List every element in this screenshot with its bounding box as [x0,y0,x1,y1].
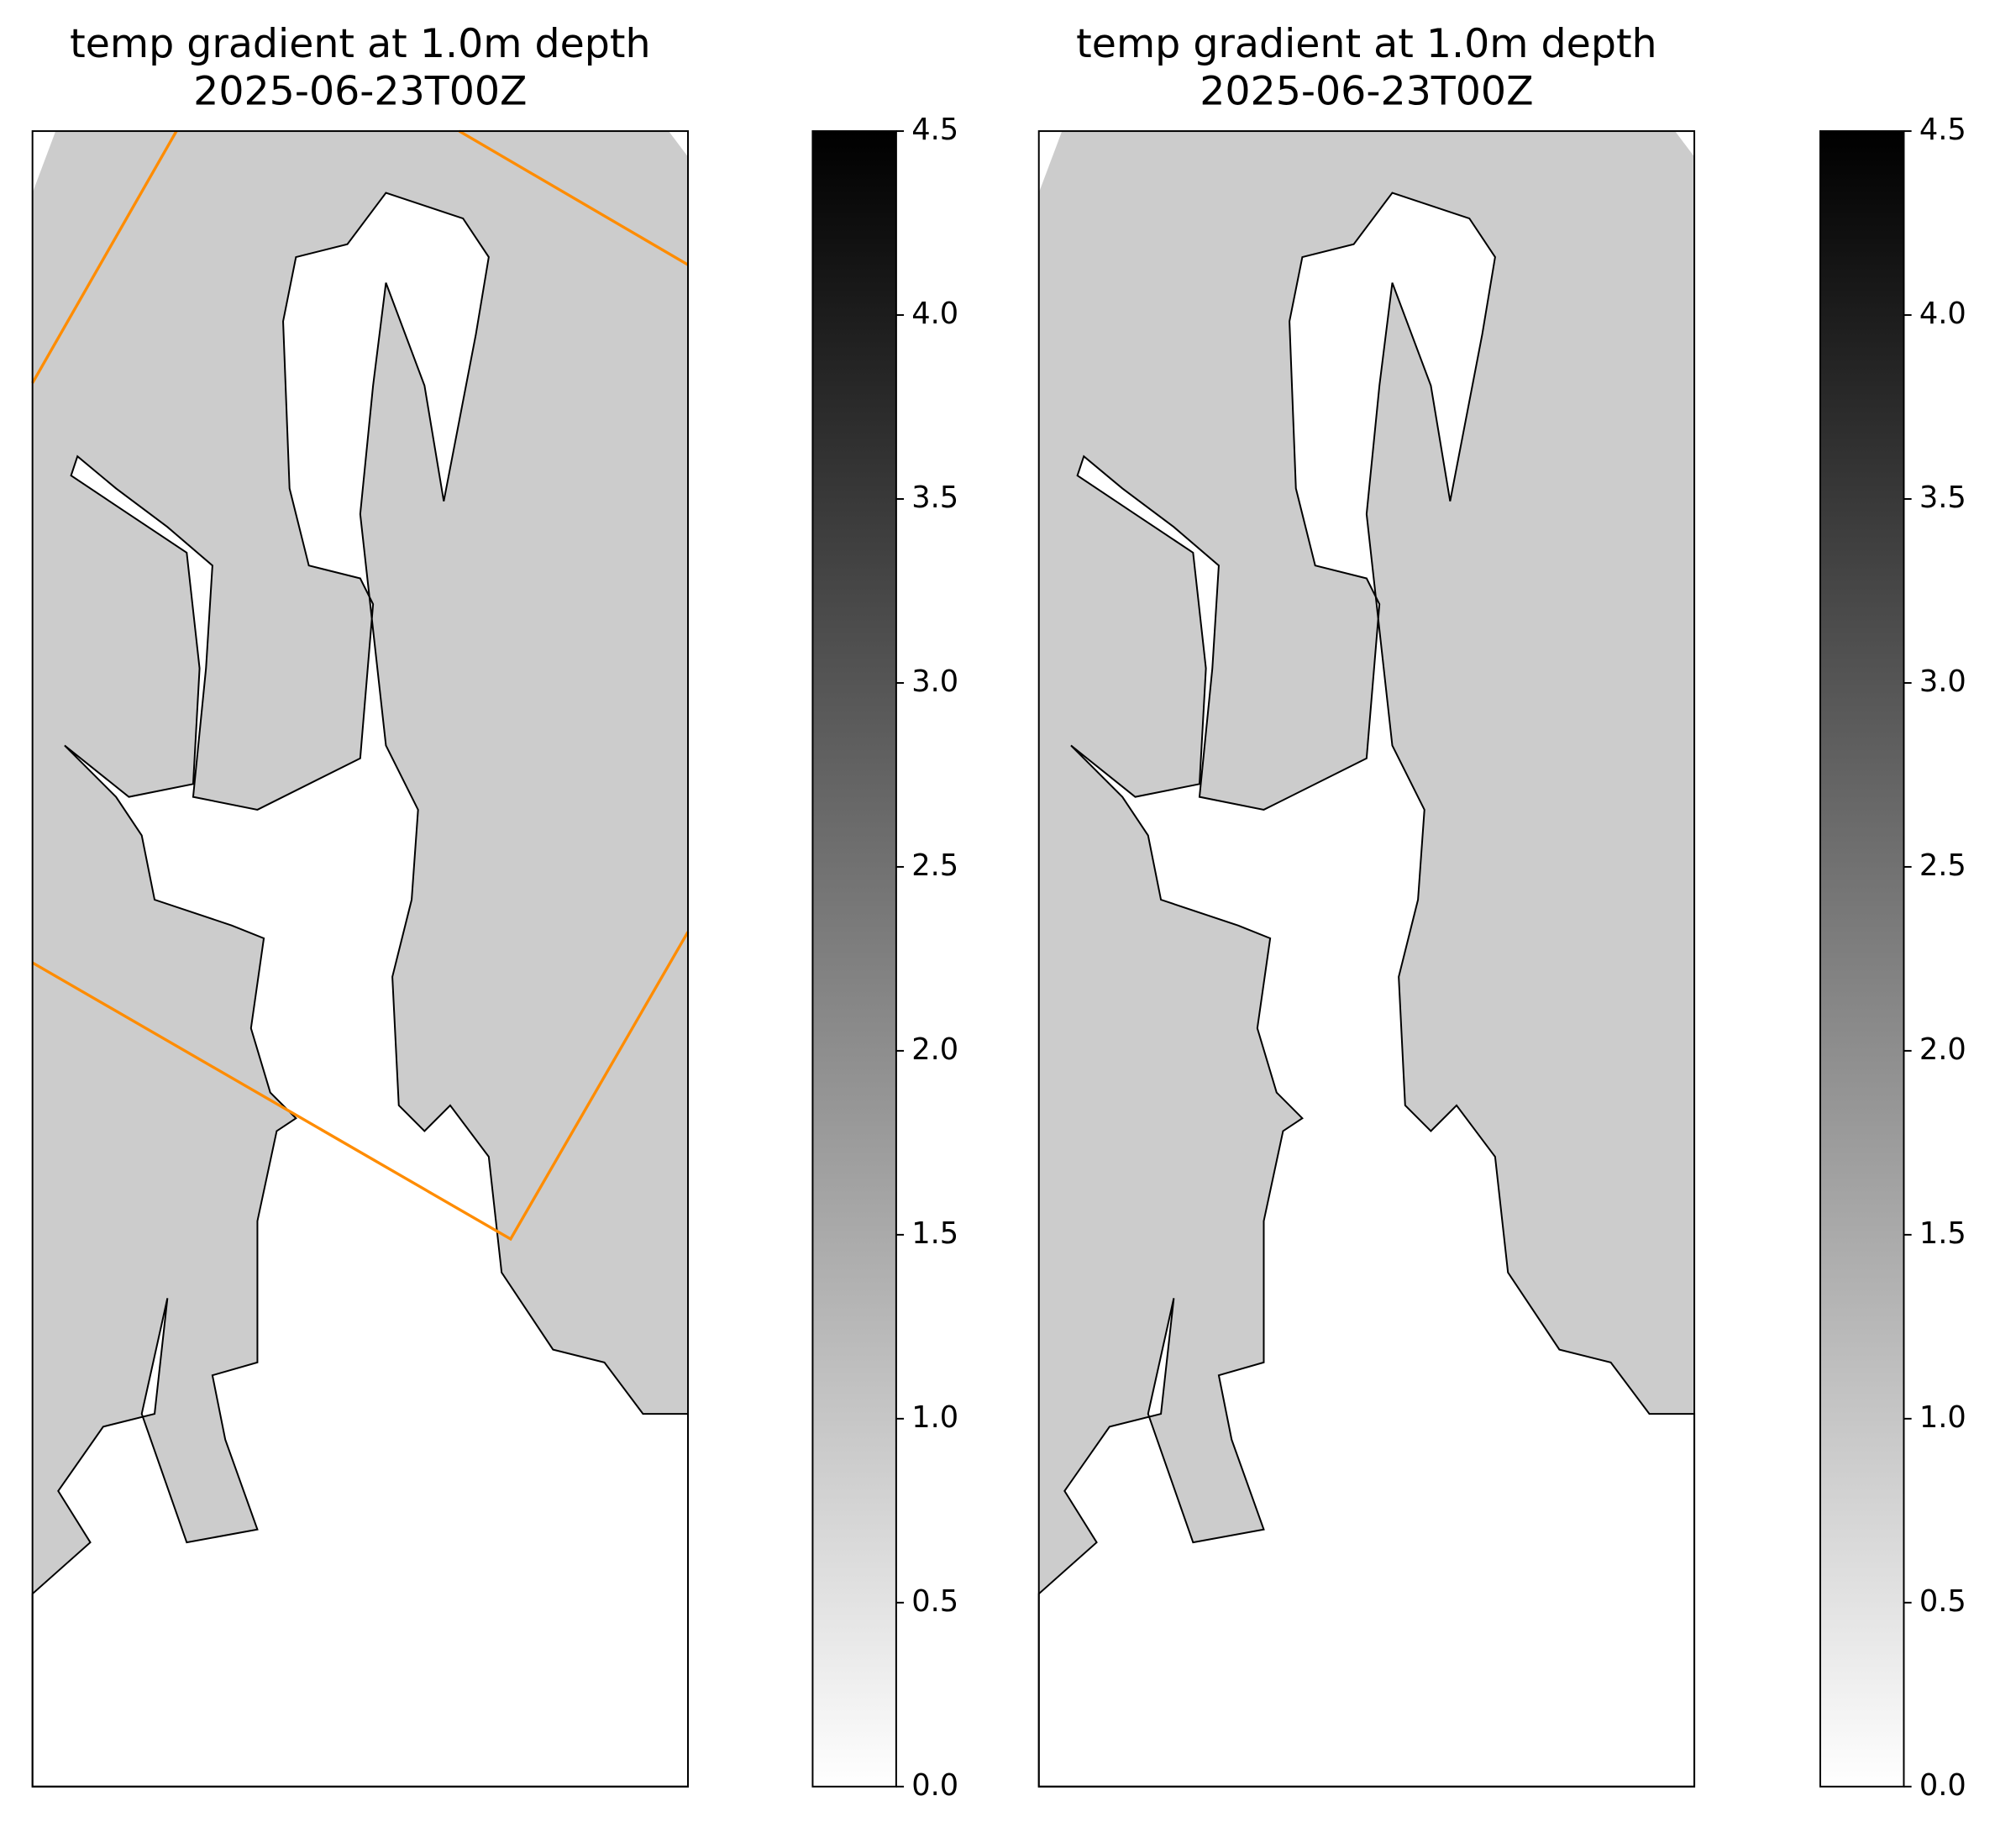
chart-title: temp gradient at 1.0m depth [1076,21,1656,67]
colorbar-tick-label: 2.0 [1919,1032,1966,1067]
colorbar-tick-label: 2.0 [911,1032,958,1067]
colorbar-tick-label: 0.5 [911,1584,958,1619]
colorbar-tick-label: 3.0 [1919,664,1966,699]
colorbar-tick-label: 4.0 [911,297,958,331]
domain-box [31,931,690,1242]
axes-frame [1037,130,1696,1788]
colorbar-tick-label: 1.0 [1919,1400,1966,1435]
domain-box [458,129,689,266]
colorbar-tick-label: 0.0 [1919,1768,1966,1803]
colorbar-tick-label: 0.5 [1919,1584,1966,1619]
colorbar-tick-label: 4.5 [1919,113,1966,147]
colorbar-tick-label: 3.5 [1919,481,1966,515]
colorbar [811,130,897,1788]
colorbar-tick-label: 2.5 [1919,848,1966,883]
colorbar-tick-label: 3.0 [911,664,958,699]
chart-title: temp gradient at 1.0m depth [70,21,650,67]
axes-frame [31,130,690,1788]
map-area [31,129,690,1788]
chart-subtitle: 2025-06-23T00Z [193,69,527,115]
colorbar-tick-label: 2.5 [911,848,958,883]
colorbar-tick-label: 1.5 [1919,1216,1966,1251]
colorbar-tick-label: 4.5 [911,113,958,147]
colorbar-tick-label: 4.0 [1919,297,1966,331]
chart-subtitle: 2025-06-23T00Z [1200,69,1533,115]
map-area [1037,131,1696,1788]
colorbar-tick-label: 0.0 [911,1768,958,1803]
colorbar-tick-label: 1.0 [911,1400,958,1435]
domain-box [31,130,178,384]
colorbar-tick-label: 1.5 [911,1216,958,1251]
colorbar-tick-label: 3.5 [911,481,958,515]
colorbar [1819,130,1905,1788]
